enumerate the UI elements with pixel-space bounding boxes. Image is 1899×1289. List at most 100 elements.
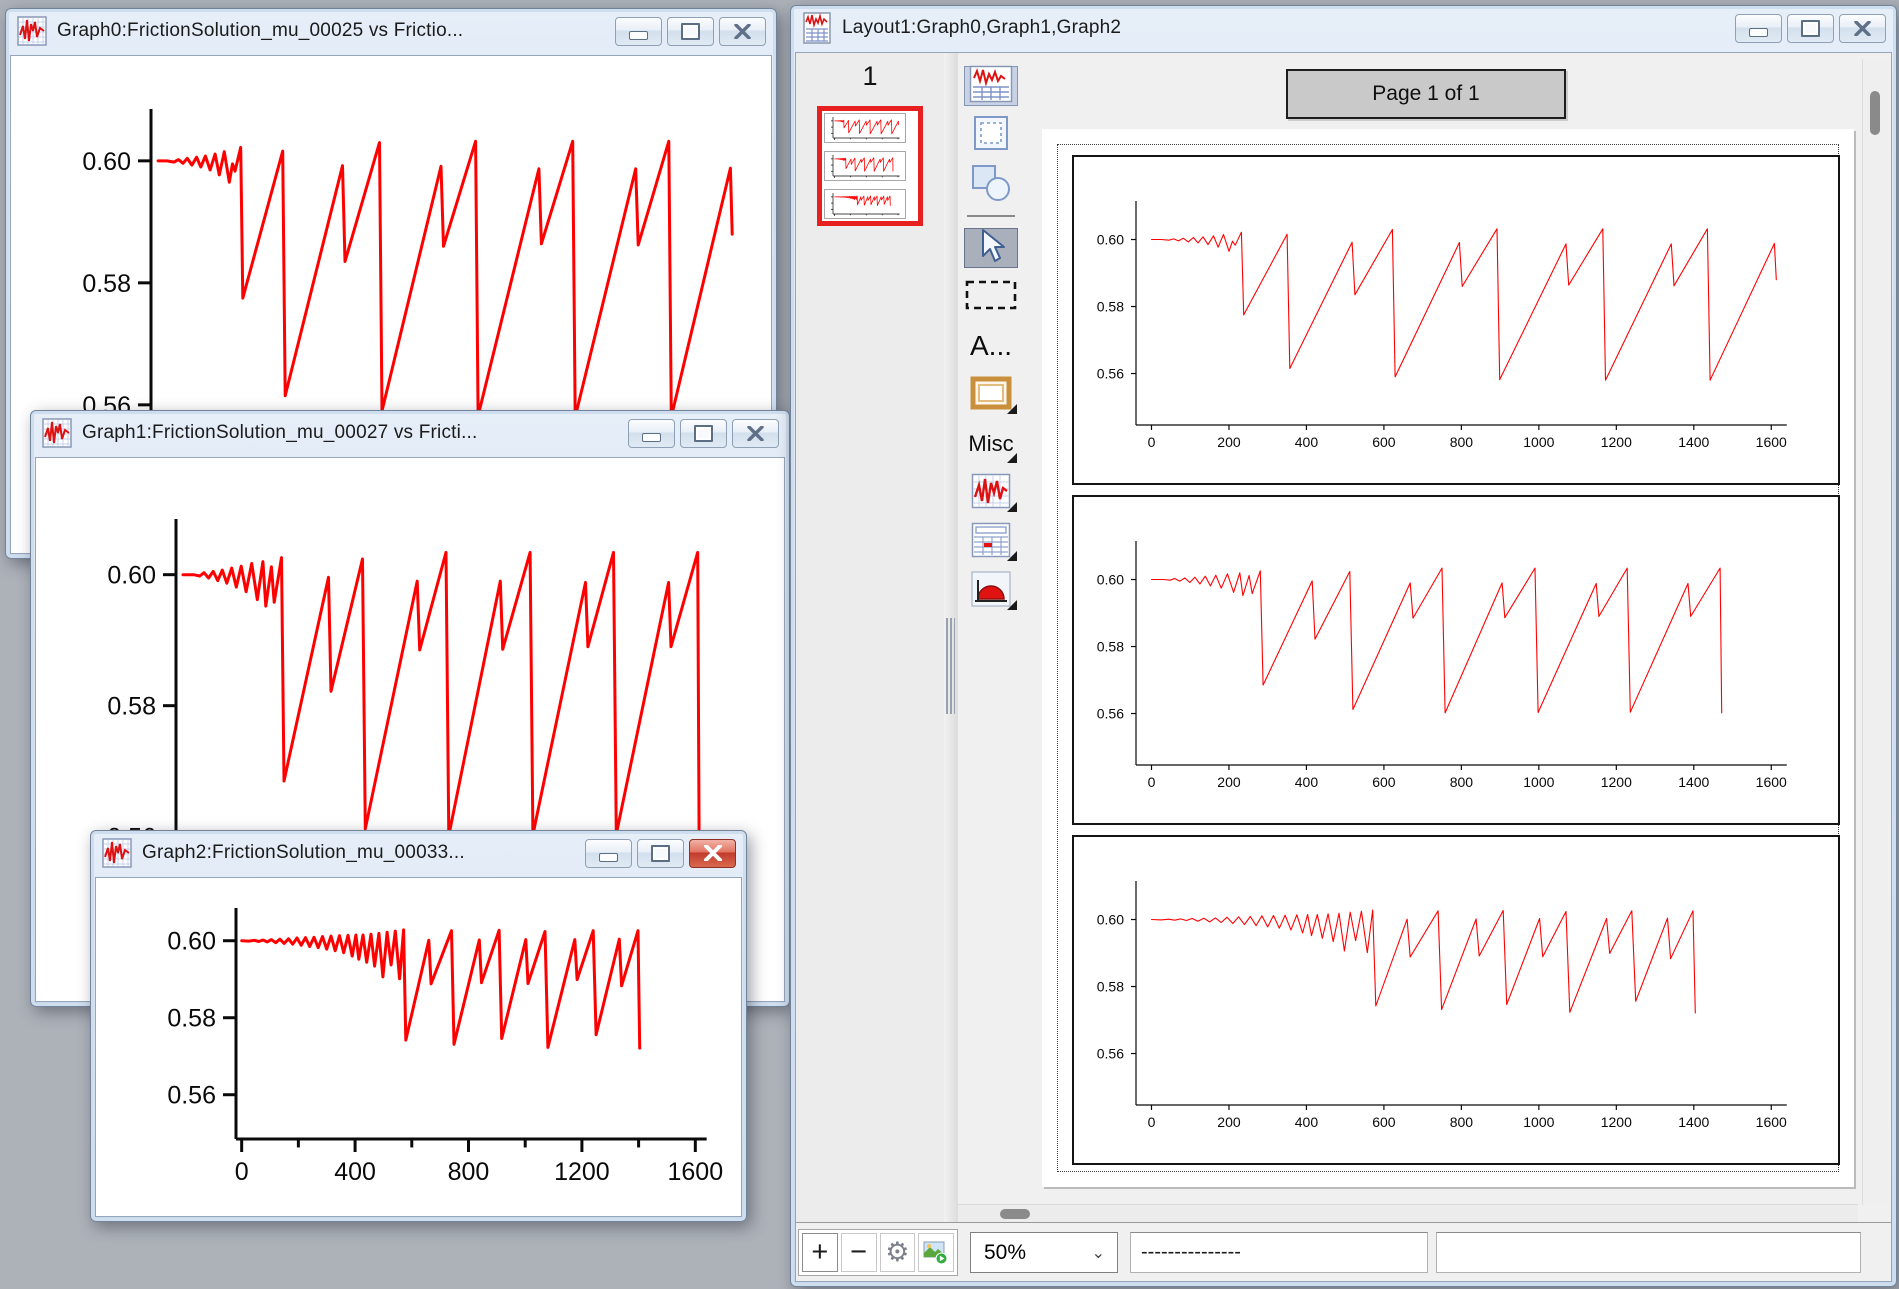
close-button[interactable] xyxy=(689,838,736,868)
svg-text:0.60: 0.60 xyxy=(1097,232,1124,248)
plot-svg-graph1: 0.56 0.58 0.60 0 200 400 600 800 1000 1200 1400 160… xyxy=(1097,541,1787,790)
layout-frame-graph2[interactable]: 0.56 0.58 0.60 0 200 400 600 800 1000 1200 1400 160… xyxy=(1072,835,1840,1165)
svg-text:0.58: 0.58 xyxy=(82,270,131,298)
settings-button[interactable]: ⚙ xyxy=(879,1233,916,1272)
layout-mode-button[interactable] xyxy=(964,65,1018,108)
table-tool-button[interactable] xyxy=(965,522,1017,561)
svg-text:1200: 1200 xyxy=(1601,1114,1632,1130)
misc-tool-button[interactable]: Misc xyxy=(965,425,1017,463)
window-title-graph2: Graph2:FrictionSolution_mu_00033... xyxy=(142,842,465,863)
svg-text:1400: 1400 xyxy=(1678,434,1709,450)
window-title-graph1: Graph1:FrictionSolution_mu_00027 vs Fric… xyxy=(82,422,478,443)
layout-frame-graph0[interactable]: 0.56 0.58 0.60 0 200 400 600 800 1000 1200 1400 160… xyxy=(1072,155,1840,485)
marquee-tool-button[interactable] xyxy=(965,278,1017,316)
text-tool-button[interactable]: A... xyxy=(965,327,1017,365)
plot-svg-graph0 xyxy=(831,117,900,140)
marquee-mode-button[interactable] xyxy=(965,114,1017,157)
marquee-page-icon xyxy=(972,114,1010,157)
svg-text:1600: 1600 xyxy=(1756,434,1787,450)
minimize-button[interactable] xyxy=(628,418,675,448)
graph-tool-button[interactable] xyxy=(965,473,1017,514)
toolbar-separator xyxy=(967,215,1015,217)
svg-text:0.58: 0.58 xyxy=(1097,639,1124,655)
drawing-mode-button[interactable] xyxy=(965,164,1017,203)
svg-text:200: 200 xyxy=(1217,434,1241,450)
frame-tool-button[interactable] xyxy=(965,376,1017,414)
minimize-icon xyxy=(1749,27,1768,37)
plot-svg-graph0: 0.56 0.58 0.60 0 200 400 600 800 1000 1200 1400 160… xyxy=(1097,201,1787,450)
plot-svg-graph1 xyxy=(831,155,900,178)
svg-text:800: 800 xyxy=(1450,434,1474,450)
svg-text:0.56: 0.56 xyxy=(167,1082,216,1110)
layout-graph-icon xyxy=(969,65,1013,108)
minimize-button[interactable] xyxy=(615,16,662,46)
maximize-button[interactable] xyxy=(680,418,727,448)
maximize-button[interactable] xyxy=(1787,13,1834,43)
export-image-icon xyxy=(923,1241,948,1264)
maximize-icon xyxy=(651,844,670,862)
caption-buttons xyxy=(628,418,779,448)
plot-graph2: 0.56 0.58 0.60 0 400 800 1200 1600 xyxy=(96,878,736,1216)
page-indicator: Page 1 of 1 xyxy=(1286,69,1566,119)
maximize-button[interactable] xyxy=(667,16,714,46)
maximize-button[interactable] xyxy=(637,838,684,868)
minimize-icon xyxy=(599,852,618,862)
caption-buttons xyxy=(615,16,766,46)
close-icon xyxy=(734,23,751,39)
svg-text:1600: 1600 xyxy=(1756,1114,1787,1130)
svg-text:400: 400 xyxy=(1295,1114,1319,1130)
layout-plot-graph2: 0.56 0.58 0.60 0 200 400 600 800 1000 1200 1400 160… xyxy=(1074,837,1838,1168)
close-button[interactable] xyxy=(1839,13,1886,43)
layout-page[interactable]: 0.56 0.58 0.60 0 200 400 600 800 1000 1200 1400 160… xyxy=(1042,129,1854,1187)
svg-text:1200: 1200 xyxy=(554,1158,610,1186)
layout-frame-graph1[interactable]: 0.56 0.58 0.60 0 200 400 600 800 1000 1200 1400 160… xyxy=(1072,495,1840,825)
svg-text:1400: 1400 xyxy=(1678,1114,1709,1130)
vertical-scrollbar-thumb[interactable] xyxy=(1870,91,1880,135)
zoom-value: 50% xyxy=(984,1240,1027,1264)
svg-text:0.60: 0.60 xyxy=(82,148,131,176)
titlebar-graph1[interactable]: Graph1:FrictionSolution_mu_00027 vs Fric… xyxy=(31,411,789,455)
svg-text:0: 0 xyxy=(1148,1114,1156,1130)
svg-text:0.56: 0.56 xyxy=(1097,706,1124,722)
dashed-rectangle-icon xyxy=(965,280,1017,315)
horizontal-scrollbar-thumb[interactable] xyxy=(1000,1209,1030,1219)
status-field-2 xyxy=(1436,1232,1861,1273)
svg-text:0.56: 0.56 xyxy=(1097,366,1124,382)
remove-object-button[interactable]: − xyxy=(840,1233,877,1272)
titlebar-graph0[interactable]: Graph0:FrictionSolution_mu_00025 vs Fric… xyxy=(6,9,776,53)
add-object-button[interactable]: + xyxy=(802,1233,838,1272)
svg-text:800: 800 xyxy=(1450,1114,1474,1130)
graph-icon xyxy=(971,473,1011,514)
svg-text:1400: 1400 xyxy=(1678,774,1709,790)
export-graphic-button[interactable] xyxy=(918,1233,954,1272)
svg-text:0.58: 0.58 xyxy=(1097,979,1124,995)
minimize-icon xyxy=(629,30,648,40)
graph-window-icon xyxy=(101,837,133,869)
arrow-tool-button[interactable] xyxy=(964,228,1018,268)
titlebar-layout1[interactable]: Layout1:Graph0,Graph1,Graph2 xyxy=(791,6,1896,50)
shapes-icon xyxy=(969,162,1013,207)
panel-splitter[interactable] xyxy=(944,53,959,1223)
close-button[interactable] xyxy=(732,418,779,448)
minimize-button[interactable] xyxy=(585,838,632,868)
splitter-grip-icon xyxy=(946,618,955,714)
svg-text:400: 400 xyxy=(1295,774,1319,790)
minimize-button[interactable] xyxy=(1735,13,1782,43)
svg-text:600: 600 xyxy=(1372,1114,1396,1130)
gizmo-icon xyxy=(971,571,1011,612)
gear-icon: ⚙ xyxy=(885,1237,910,1267)
thumbnail-plot-graph0 xyxy=(824,113,906,143)
page-thumbnail[interactable] xyxy=(817,106,923,226)
svg-text:200: 200 xyxy=(1217,1114,1241,1130)
gizmo-tool-button[interactable] xyxy=(965,571,1017,612)
titlebar-graph2[interactable]: Graph2:FrictionSolution_mu_00033... xyxy=(91,831,746,875)
vertical-scrollbar[interactable] xyxy=(1862,59,1887,1205)
minus-icon: − xyxy=(850,1236,868,1268)
zoom-select[interactable]: 50% ⌄ xyxy=(970,1232,1118,1273)
horizontal-scrollbar[interactable] xyxy=(958,1204,1858,1223)
close-button[interactable] xyxy=(719,16,766,46)
graph-window-icon xyxy=(41,417,73,449)
svg-text:0.60: 0.60 xyxy=(1097,572,1124,588)
svg-text:0: 0 xyxy=(1148,774,1156,790)
